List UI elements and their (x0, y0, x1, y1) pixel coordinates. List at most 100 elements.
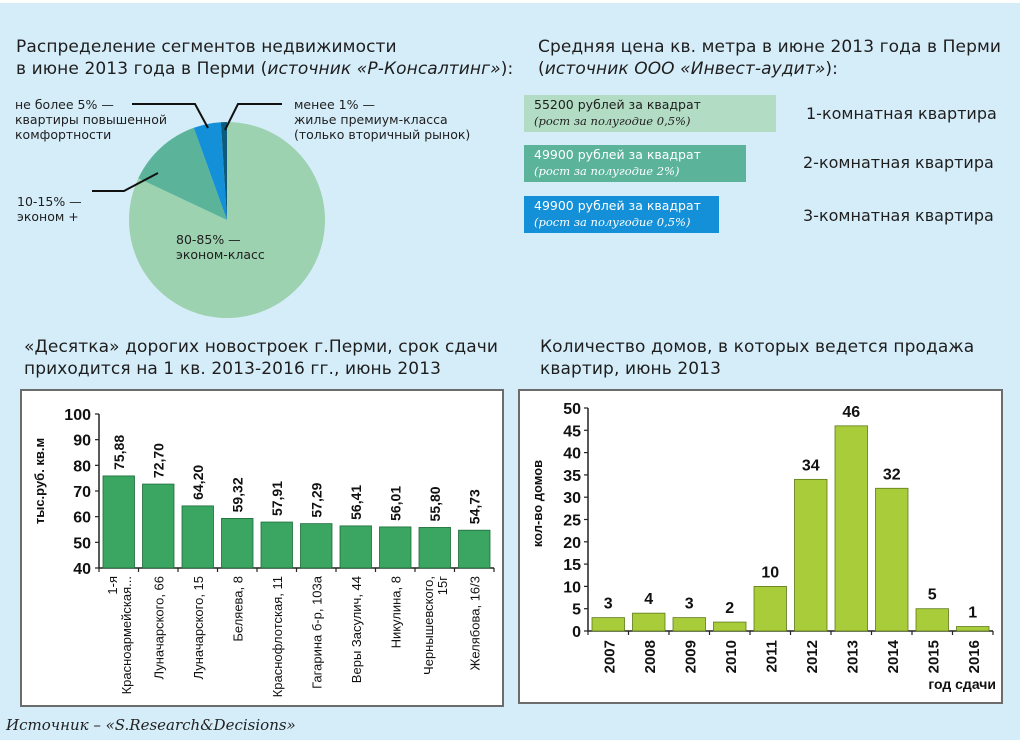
bar (632, 612, 666, 632)
pie-chart (92, 103, 325, 319)
pie-slice (193, 122, 227, 220)
top10-title: «Десятка» дорогих новостроек г.Перми, ср… (24, 337, 499, 379)
y-tick-label: 50 (563, 401, 581, 418)
bar (339, 525, 372, 569)
price-box-3-room: 49900 рублей за квадрат (рост за полугод… (524, 196, 719, 233)
x-category-label: 1-я (105, 576, 120, 595)
x-category-label: Гагарина б-р, 103а (309, 575, 324, 689)
pie-leader-line (92, 172, 159, 192)
x-category-label: Красноармейская... (119, 576, 134, 694)
x-category-label: 2008 (642, 640, 659, 673)
bar (915, 608, 949, 632)
y-tick-label: 60 (73, 510, 91, 527)
source-footnote: Источник – «S.Research&Decisions» (6, 716, 296, 734)
bar-value-label: 4 (644, 591, 653, 608)
bar-value-label: 10 (761, 564, 779, 581)
bar-value-label: 2 (725, 600, 734, 617)
bar (672, 617, 706, 632)
pie-title: Распределение сегментов недвижимости в и… (16, 36, 513, 80)
bar-value-label: 34 (802, 457, 820, 474)
bar (591, 617, 625, 632)
price-box-1-room: 55200 рублей за квадрат (рост за полугод… (524, 95, 776, 132)
bar-value-label: 57,29 (308, 482, 324, 517)
bar-value-label: 57,91 (269, 481, 285, 516)
y-tick-label: 25 (563, 513, 581, 530)
bar-value-label: 46 (842, 404, 860, 421)
y-tick-label: 45 (563, 423, 581, 440)
pie-slice (220, 122, 227, 220)
bar-value-label: 75,88 (111, 435, 127, 470)
y-tick-label: 40 (73, 561, 91, 578)
prices-title: Средняя цена кв. метра в июне 2013 года … (538, 36, 1001, 80)
y-tick-label: 40 (563, 446, 581, 463)
x-category-label: Беляева, 8 (230, 576, 245, 642)
bar-value-label: 56,01 (387, 486, 403, 521)
y-tick-label: 15 (563, 557, 581, 574)
houses-title: Количество домов, в которых ведется прод… (540, 337, 975, 379)
bar-value-label: 59,32 (229, 477, 245, 512)
pie-slice (138, 127, 227, 220)
bar-value-label: 5 (928, 587, 937, 604)
bar-value-label: 54,73 (466, 489, 482, 524)
y-tick-label: 0 (572, 624, 581, 641)
y-tick-label: 10 (563, 579, 581, 596)
prices-title-line2: (источник ООО «Инвест-аудит»): (538, 59, 838, 79)
bar (221, 518, 254, 569)
bar-value-label: 55,80 (427, 486, 443, 521)
bar (181, 505, 214, 569)
bar (102, 475, 135, 569)
x-category-label: 2015 (925, 640, 942, 673)
y-axis-label: кол-во домов (530, 460, 545, 547)
x-category-label: Луначарского, 66 (151, 576, 166, 679)
pie-title-line1: Распределение сегментов недвижимости (16, 37, 397, 57)
bar (142, 483, 175, 569)
bar-value-label: 3 (604, 596, 613, 613)
price-box-2-room: 49900 рублей за квадрат (рост за полугод… (524, 145, 746, 182)
bar (379, 526, 412, 569)
pie-label-econom: 80-85% — эконом-класс (176, 232, 265, 262)
bar-value-label: 56,41 (348, 485, 364, 520)
bar (794, 478, 828, 632)
bar (956, 626, 990, 632)
y-tick-label: 80 (73, 458, 91, 475)
pie-slice (128, 122, 325, 319)
x-category-label: 2012 (804, 640, 821, 673)
bar-value-label: 72,70 (150, 443, 166, 478)
pie-leader-line (132, 103, 209, 129)
x-category-label: 2013 (844, 640, 861, 673)
apartment-label-2-room: 2-комнатная квартира (803, 153, 994, 172)
bar-value-label: 64,20 (190, 465, 206, 500)
x-category-label: Луначарского, 15 (191, 576, 206, 679)
x-category-label: Чернышевского, (421, 576, 436, 675)
pie-leader-line (224, 103, 282, 131)
x-category-label: Веры Засулич, 44 (349, 576, 364, 683)
y-tick-label: 20 (563, 535, 581, 552)
y-tick-label: 5 (572, 602, 581, 619)
x-category-label: 2011 (763, 640, 780, 673)
y-tick-label: 100 (64, 407, 91, 424)
bar (300, 523, 333, 569)
bar (713, 621, 747, 632)
x-category-label: Никулина, 8 (388, 576, 403, 648)
top10-chart-frame: 40 50 60 70 80 90 100 тыс.руб. кв.м 75,88 1-я Крас… (20, 389, 504, 707)
y-tick-label: 50 (73, 535, 91, 552)
bar (458, 529, 491, 569)
x-axis-label: год сдачи (928, 676, 996, 692)
x-category-label: 2014 (885, 639, 902, 673)
y-tick-label: 30 (563, 490, 581, 507)
bar (753, 585, 787, 632)
bar (418, 527, 451, 569)
bar (875, 487, 909, 632)
x-category-label: Желябова, 16/3 (467, 576, 482, 670)
pie-label-comfort: не более 5% — квартиры повышенной комфор… (15, 97, 167, 142)
apartment-label-1-room: 1-комнатная квартира (806, 104, 997, 123)
houses-chart-frame: 0 5 10 15 20 25 30 35 40 45 50 кол-во домов 3 2007 4 20… (518, 389, 1003, 704)
y-tick-label: 70 (73, 484, 91, 501)
top10-bar-chart: 40 50 60 70 80 90 100 тыс.руб. кв.м 75,88 1-я Крас… (32, 407, 495, 697)
y-axis-label: тыс.руб. кв.м (32, 438, 47, 524)
pie-label-econom-plus: 10-15% — эконом + (17, 194, 82, 224)
apartment-label-3-room: 3-комнатная квартира (803, 206, 994, 225)
y-tick-label: 90 (73, 433, 91, 450)
x-category-label: 2007 (601, 640, 618, 673)
